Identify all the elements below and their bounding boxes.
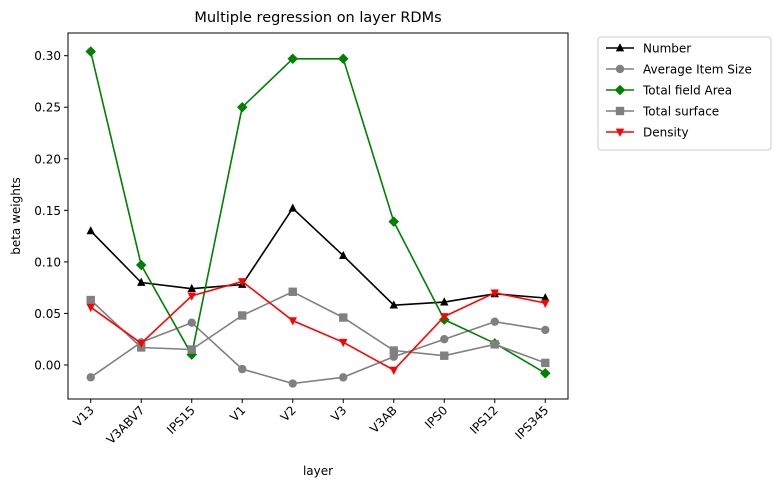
data-point (490, 340, 499, 349)
x-tick-label: V1 (227, 403, 248, 424)
legend-label: Number (643, 42, 691, 56)
legend-frame (597, 36, 772, 151)
legend-label: Total surface (642, 105, 719, 119)
data-point (135, 259, 147, 271)
data-point (389, 346, 398, 355)
y-tick-label: 0.20 (34, 152, 61, 166)
series-number (86, 203, 550, 309)
data-point (238, 311, 247, 320)
x-tick-label: IPS345 (512, 403, 551, 442)
data-point (440, 335, 449, 344)
x-axis: V13 V3ABV7 IPS15 V1 V2 V3 V3AB IPS0 IPS12 IPS345 (70, 399, 551, 447)
data-point (339, 250, 348, 260)
legend-label: Density (643, 126, 689, 140)
data-point (288, 203, 297, 212)
y-tick-label: 0.00 (34, 358, 61, 372)
data-point (389, 300, 398, 309)
data-point (288, 379, 297, 388)
series-density (86, 278, 550, 375)
series-line (90, 290, 546, 364)
data-point (137, 277, 146, 286)
data-point (236, 101, 248, 113)
data-point (86, 226, 95, 235)
legend-marker (614, 84, 626, 96)
data-point (541, 358, 550, 368)
plot-frame (67, 32, 569, 400)
data-point (339, 373, 348, 382)
series-total-field-area (85, 46, 551, 379)
data-point (137, 339, 146, 349)
x-tick-label: V3ABV7 (104, 403, 148, 447)
data-point (86, 295, 95, 305)
data-point (338, 53, 349, 65)
y-tick-label: 0.05 (34, 307, 61, 321)
data-point (187, 318, 196, 327)
data-point (288, 287, 297, 296)
data-point (238, 278, 247, 287)
y-tick-label: 0.25 (34, 101, 61, 115)
series-line (89, 51, 546, 374)
data-point (388, 216, 400, 227)
data-point (187, 292, 196, 301)
data-point (389, 366, 398, 375)
data-point (541, 325, 550, 335)
series-line (90, 207, 546, 307)
data-point (187, 283, 196, 293)
y-tick-label: 0.15 (34, 204, 61, 218)
x-tick-label: V3 (328, 403, 349, 424)
series-average-item-size (86, 317, 550, 388)
data-point (288, 317, 297, 326)
legend: Number Average Item Size Total field Area T… (597, 36, 772, 151)
x-tick-label: IPS12 (467, 403, 501, 437)
data-point (541, 293, 550, 302)
legend-marker (615, 43, 625, 52)
data-point (339, 313, 348, 322)
chart-title: Multiple regression on layer RDMs (194, 10, 441, 26)
data-point (490, 289, 499, 298)
series-line (90, 320, 546, 385)
x-tick-label: IPS0 (422, 403, 450, 431)
series-layer (85, 46, 551, 388)
data-point (287, 53, 298, 65)
legend-marker (615, 128, 625, 137)
data-point (85, 46, 96, 57)
series-line (90, 280, 546, 371)
data-point (541, 299, 550, 308)
data-point (440, 351, 449, 360)
data-point (187, 345, 196, 354)
x-tick-label: IPS15 (164, 403, 198, 437)
data-point (238, 364, 247, 374)
data-point (490, 317, 499, 326)
legend-marker (615, 64, 625, 74)
legend-marker (615, 106, 625, 116)
y-axis: 0.00 0.05 0.10 0.15 0.20 0.25 0.30 (34, 49, 68, 372)
legend-label: Average Item Size (643, 63, 752, 77)
y-tick-label: 0.30 (34, 49, 61, 63)
data-point (440, 313, 449, 322)
x-tick-label: V3AB (367, 403, 400, 436)
legend-label: Total field Area (642, 84, 732, 98)
x-tick-label: V2 (278, 403, 299, 424)
data-point (86, 303, 95, 313)
data-point (440, 297, 449, 306)
x-tick-label: V13 (70, 403, 97, 430)
y-tick-label: 0.10 (34, 255, 61, 269)
data-point (540, 367, 551, 379)
x-axis-label: layer (303, 464, 333, 478)
y-axis-label: beta weights (9, 177, 23, 255)
data-point (86, 373, 95, 382)
data-point (339, 338, 348, 348)
